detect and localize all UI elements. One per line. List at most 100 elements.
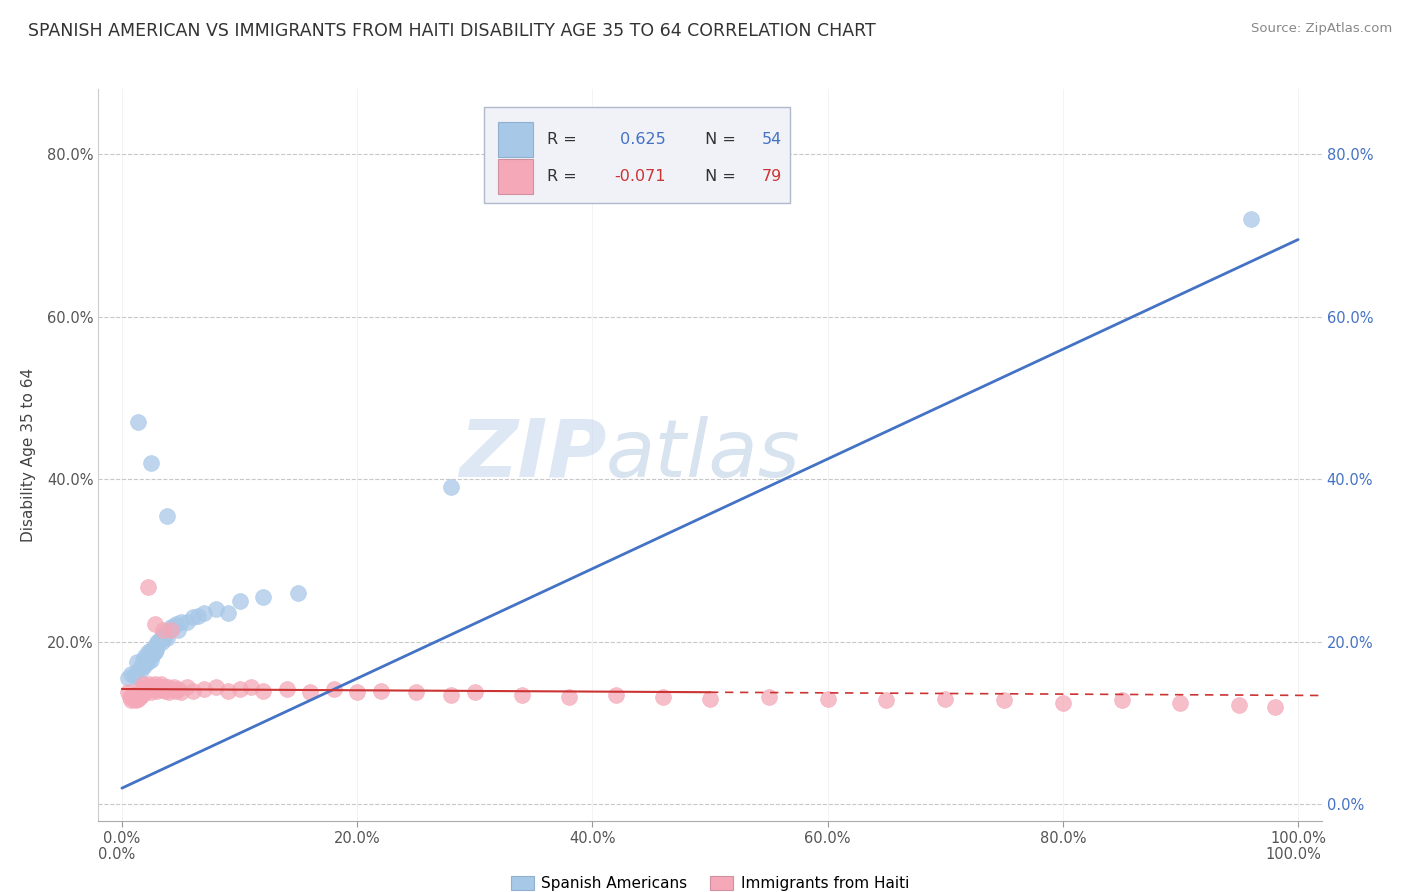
- Point: [287, 586, 309, 600]
- Point: [405, 685, 427, 699]
- Point: [1227, 698, 1250, 713]
- Point: [136, 655, 159, 669]
- Text: atlas: atlas: [606, 416, 801, 494]
- Bar: [498, 122, 533, 157]
- Point: [875, 693, 897, 707]
- Legend: Spanish Americans, Immigrants from Haiti: Spanish Americans, Immigrants from Haiti: [505, 870, 915, 892]
- FancyBboxPatch shape: [484, 108, 790, 202]
- Point: [148, 636, 170, 650]
- Point: [176, 615, 198, 629]
- Point: [252, 590, 274, 604]
- Text: 79: 79: [762, 169, 782, 184]
- Point: [167, 681, 190, 696]
- Point: [129, 685, 152, 699]
- Point: [136, 681, 159, 696]
- Point: [141, 680, 163, 694]
- Point: [1170, 696, 1192, 710]
- Point: [217, 607, 239, 621]
- Text: 0.0%: 0.0%: [98, 847, 135, 862]
- Point: [155, 626, 177, 640]
- Point: [699, 691, 721, 706]
- Point: [464, 685, 486, 699]
- Point: [121, 688, 143, 702]
- Point: [136, 644, 159, 658]
- Point: [149, 631, 172, 645]
- Point: [141, 653, 163, 667]
- Point: [160, 681, 183, 696]
- Point: [187, 608, 209, 623]
- Point: [146, 683, 169, 698]
- Point: [181, 683, 204, 698]
- Point: [125, 693, 148, 707]
- Point: [193, 607, 215, 621]
- Point: [217, 683, 239, 698]
- Point: [440, 480, 463, 494]
- Point: [141, 685, 163, 699]
- Point: [156, 681, 179, 696]
- Point: [134, 655, 156, 669]
- Text: R =: R =: [547, 169, 582, 184]
- Point: [605, 688, 627, 702]
- Point: [145, 680, 167, 694]
- Point: [993, 693, 1015, 707]
- Point: [165, 617, 187, 632]
- Point: [131, 657, 153, 672]
- Point: [134, 659, 156, 673]
- Point: [128, 681, 150, 696]
- Point: [142, 641, 165, 656]
- Point: [117, 685, 139, 699]
- Text: ZIP: ZIP: [458, 416, 606, 494]
- Point: [817, 691, 839, 706]
- Point: [240, 680, 263, 694]
- Text: SPANISH AMERICAN VS IMMIGRANTS FROM HAITI DISABILITY AGE 35 TO 64 CORRELATION CH: SPANISH AMERICAN VS IMMIGRANTS FROM HAIT…: [28, 22, 876, 40]
- Text: Source: ZipAtlas.com: Source: ZipAtlas.com: [1251, 22, 1392, 36]
- Point: [149, 677, 172, 691]
- Point: [181, 610, 204, 624]
- Point: [1264, 699, 1286, 714]
- Point: [122, 669, 145, 683]
- Point: [155, 683, 177, 698]
- Point: [135, 653, 157, 667]
- Point: [152, 628, 174, 642]
- Point: [128, 690, 150, 705]
- Text: -0.071: -0.071: [614, 169, 666, 184]
- Point: [146, 635, 169, 649]
- Point: [132, 677, 155, 691]
- Point: [205, 602, 228, 616]
- Point: [141, 643, 163, 657]
- Point: [276, 681, 298, 696]
- Point: [120, 693, 142, 707]
- Point: [153, 680, 176, 694]
- Point: [170, 685, 193, 699]
- Point: [136, 580, 159, 594]
- Point: [134, 681, 156, 696]
- Point: [124, 690, 146, 705]
- Point: [170, 615, 193, 629]
- Point: [146, 639, 169, 653]
- Point: [120, 667, 142, 681]
- Point: [205, 680, 228, 694]
- Point: [153, 631, 176, 645]
- Point: [156, 508, 179, 523]
- Point: [143, 644, 166, 658]
- Text: N =: N =: [700, 132, 741, 147]
- Point: [156, 631, 179, 645]
- Point: [149, 681, 172, 696]
- Point: [149, 633, 172, 648]
- Point: [141, 456, 163, 470]
- Point: [156, 680, 179, 694]
- Point: [127, 688, 149, 702]
- Point: [128, 661, 150, 675]
- Point: [160, 620, 183, 634]
- Point: [160, 623, 183, 637]
- Point: [1052, 696, 1074, 710]
- Y-axis label: Disability Age 35 to 64: Disability Age 35 to 64: [21, 368, 35, 542]
- Point: [134, 649, 156, 664]
- Point: [346, 685, 368, 699]
- Point: [1240, 212, 1263, 227]
- Point: [299, 685, 322, 699]
- Point: [150, 635, 173, 649]
- Point: [370, 683, 392, 698]
- Text: 100.0%: 100.0%: [1265, 847, 1322, 862]
- Point: [117, 672, 139, 686]
